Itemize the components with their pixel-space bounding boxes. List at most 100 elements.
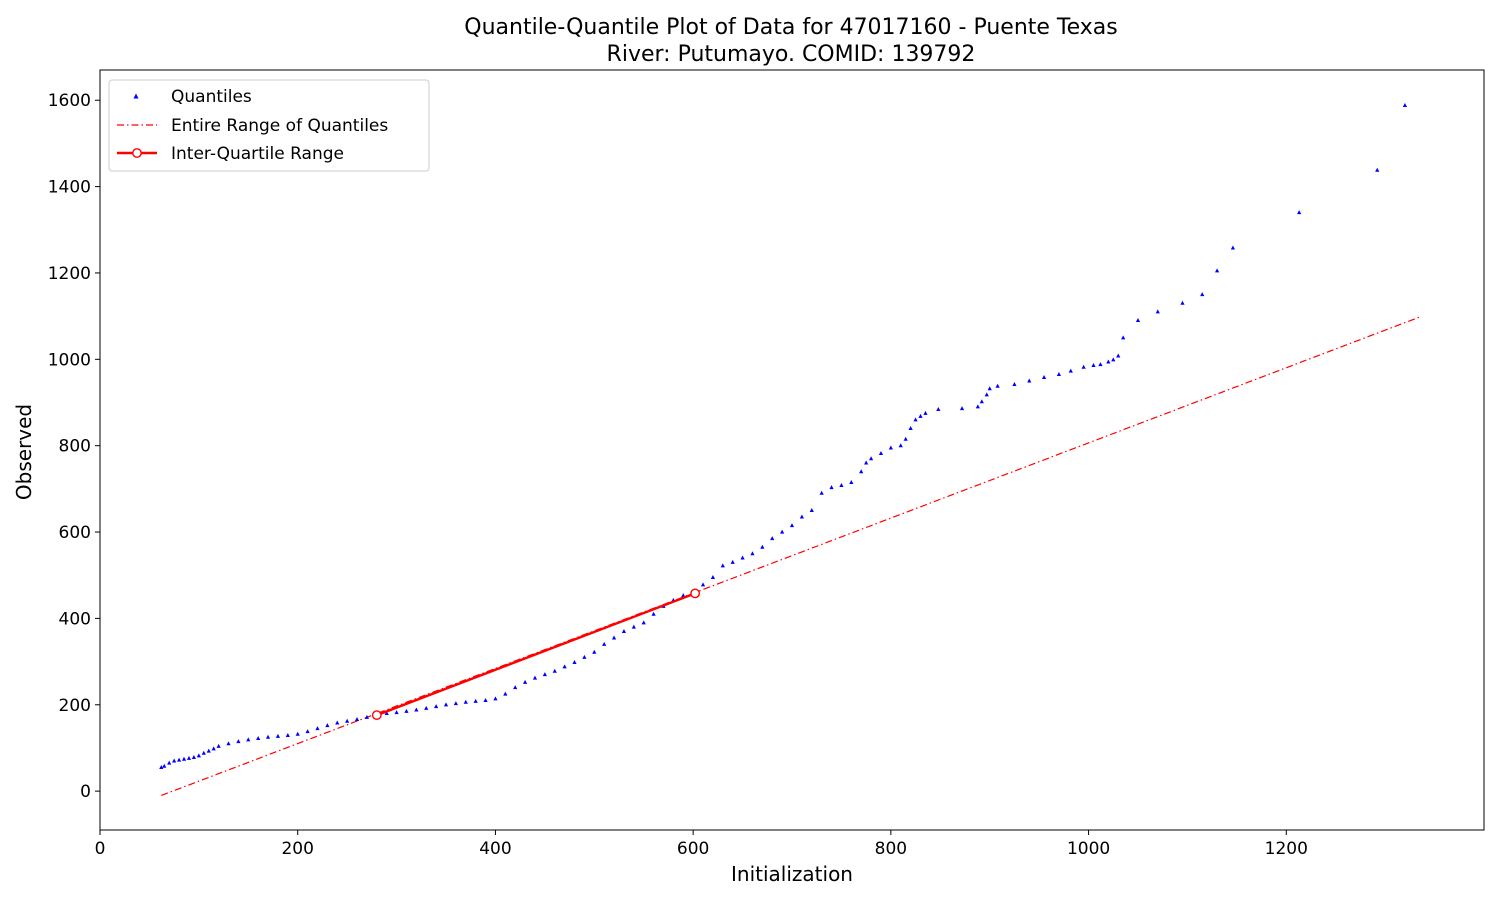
quantile-point	[206, 748, 211, 753]
entire-range-line	[161, 316, 1420, 797]
quantile-point	[159, 764, 164, 769]
quantile-point	[720, 563, 725, 568]
quantile-point	[1200, 292, 1205, 297]
quantile-point	[275, 733, 281, 738]
quantile-point	[582, 654, 587, 659]
quantile-point	[503, 691, 508, 696]
y-tick-label: 1000	[48, 350, 91, 370]
y-axis-label: Observed	[12, 404, 36, 500]
quantile-point	[1012, 381, 1017, 386]
quantile-point	[1297, 210, 1302, 215]
y-axis: 0 200 400 600 800 1000 1200 1400 1600	[48, 91, 100, 802]
quantile-point	[196, 753, 201, 758]
quantile-point	[730, 559, 735, 564]
quantile-point	[770, 536, 775, 541]
quantile-point	[1081, 364, 1086, 369]
iqr-marker	[690, 588, 701, 599]
quantile-point	[191, 755, 197, 760]
quantile-point	[1106, 359, 1111, 364]
y-tick-label: 400	[59, 609, 91, 629]
quantile-point	[1116, 353, 1121, 358]
quantile-point	[384, 711, 389, 716]
quantile-point	[936, 407, 941, 412]
x-tick-label: 800	[875, 839, 907, 859]
x-tick-label: 1200	[1265, 839, 1308, 859]
quantile-point	[1068, 368, 1073, 373]
quantile-point	[979, 399, 984, 404]
quantile-point	[651, 611, 656, 616]
quantile-point	[923, 410, 928, 415]
quantile-point	[760, 544, 765, 549]
quantile-point	[513, 685, 518, 690]
quantile-point	[1180, 300, 1185, 305]
legend-quantiles-marker	[133, 93, 139, 99]
quantile-point	[211, 746, 216, 751]
quantile-point	[780, 529, 785, 534]
quantile-point	[602, 641, 607, 646]
quantile-point	[903, 436, 908, 441]
quantile-point	[443, 702, 449, 707]
quantile-point	[256, 736, 261, 741]
x-tick-label: 600	[677, 839, 709, 859]
quantile-point	[1098, 362, 1103, 367]
y-tick-label: 1400	[48, 178, 91, 198]
quantile-point	[335, 720, 340, 725]
quantile-point	[354, 717, 360, 722]
quantile-point	[789, 523, 795, 528]
legend-quantiles-label: Quantiles	[171, 87, 252, 107]
quantile-point	[959, 406, 965, 411]
quantile-point	[394, 710, 399, 715]
quantile-point	[750, 551, 755, 556]
quantile-point	[1121, 335, 1126, 340]
quantile-point	[975, 404, 980, 409]
quantile-point	[236, 739, 241, 744]
quantile-point	[562, 664, 567, 669]
quantile-point	[364, 714, 370, 719]
quantile-point	[1111, 357, 1116, 362]
quantile-point	[839, 483, 844, 488]
quantile-point	[186, 755, 192, 760]
quantile-point	[681, 593, 686, 598]
quantile-point	[453, 701, 458, 706]
quantile-point	[611, 635, 617, 640]
quantile-point	[908, 426, 913, 431]
y-tick-label: 0	[80, 782, 91, 802]
quantile-point	[1375, 167, 1380, 172]
quantile-point	[878, 451, 884, 456]
quantile-point	[631, 624, 636, 629]
quantile-point	[1056, 372, 1062, 377]
quantile-point	[532, 675, 538, 680]
quantile-point	[404, 708, 409, 713]
y-tick-label: 200	[59, 696, 91, 716]
chart-title: Quantile-Quantile Plot of Data for 47017…	[464, 15, 1117, 40]
plot-area	[159, 103, 1420, 797]
quantile-point	[181, 756, 187, 761]
quantile-point	[1135, 318, 1141, 323]
quantile-point	[995, 383, 1000, 388]
quantile-point	[345, 718, 350, 723]
quantile-point	[592, 649, 597, 654]
quantile-point	[572, 660, 577, 665]
chart-subtitle: River: Putumayo. COMID: 139792	[607, 42, 976, 67]
quantile-point	[984, 392, 989, 397]
quantile-point	[414, 707, 419, 712]
legend-iqr-marker	[132, 148, 142, 158]
x-axis-label: Initialization	[731, 862, 853, 886]
x-tick-label: 200	[281, 839, 313, 859]
quantile-point	[868, 456, 874, 461]
quantile-point	[1041, 375, 1047, 380]
y-tick-label: 600	[59, 523, 91, 543]
quantile-point	[809, 508, 814, 513]
quantile-point	[483, 698, 488, 703]
quantile-point	[542, 672, 547, 677]
quantile-point	[246, 737, 251, 742]
quantile-point	[918, 413, 923, 418]
quantile-point	[226, 741, 231, 746]
quantile-point	[1230, 245, 1236, 250]
quantile-point	[1214, 268, 1220, 273]
legend-iqr-label: Inter-Quartile Range	[171, 144, 344, 164]
quantile-point	[434, 704, 439, 709]
x-axis: 0 200 400 600 800 1000 1200	[95, 830, 1308, 859]
iqr-marker	[371, 710, 382, 721]
y-tick-label: 1200	[48, 264, 91, 284]
